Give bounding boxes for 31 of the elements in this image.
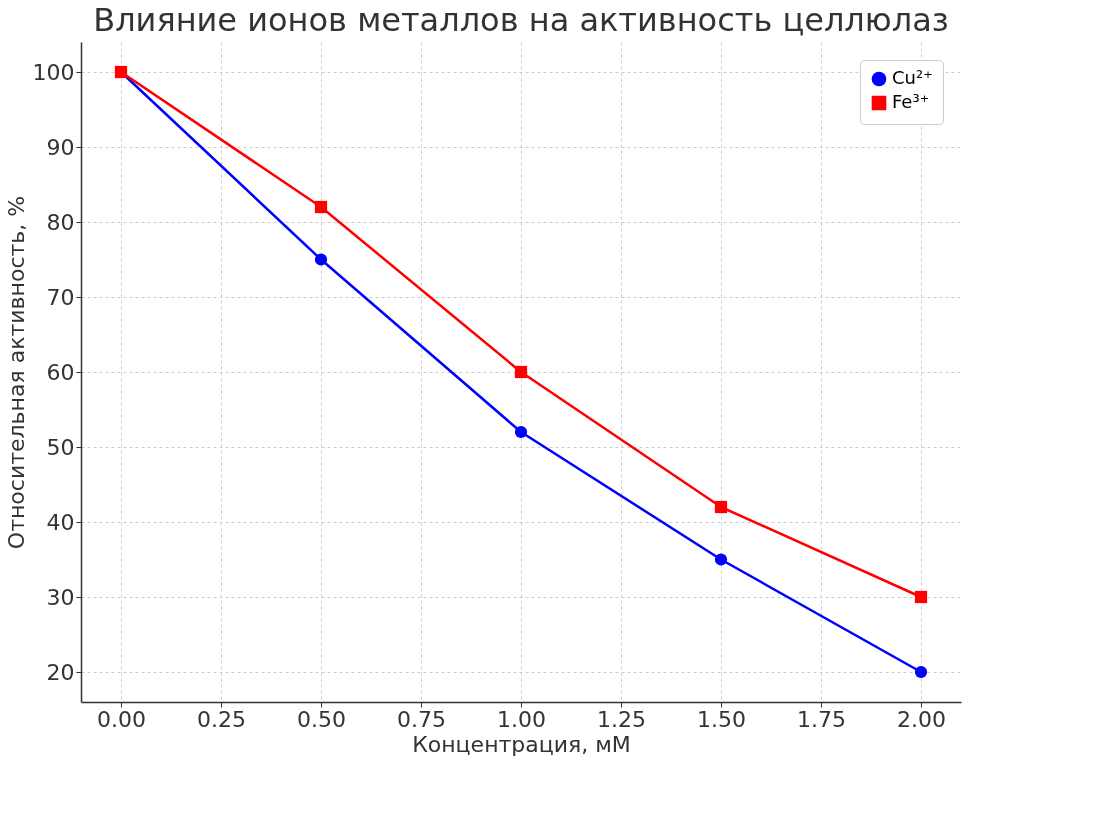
- x-tick-label: 1.75: [797, 706, 846, 732]
- point: [914, 665, 928, 679]
- x-tick-label: 0.25: [197, 706, 246, 732]
- x-tick-label: 2.00: [897, 706, 946, 732]
- x-tick-label: 1.50: [697, 706, 746, 732]
- chart-title: Влияние ионов металлов на активность целлюлаз: [93, 1, 949, 39]
- point: [714, 500, 728, 514]
- x-axis-title: Концентрация, мМ: [412, 731, 631, 757]
- point: [314, 253, 328, 266]
- y-tick-label: 50: [46, 434, 75, 460]
- y-tick-label: 90: [46, 134, 75, 160]
- y-tick-label: 40: [46, 509, 75, 535]
- y-tick-label: 80: [46, 209, 75, 235]
- y-tick-label: 30: [46, 584, 75, 610]
- y-tick-label: 60: [46, 359, 75, 385]
- x-tick-label: 0.00: [97, 706, 146, 732]
- y-tick-label: 70: [46, 284, 75, 310]
- y-axis-title: Относительная активность, %: [3, 195, 29, 550]
- y-tick-label: 100: [32, 59, 75, 85]
- x-tick-label: 0.75: [397, 706, 446, 732]
- legend-label: Cu²⁺: [892, 67, 933, 88]
- legend-label: Fe³⁺: [892, 91, 930, 112]
- x-tick-label: 0.50: [297, 706, 346, 732]
- x-tick-label: 1.25: [597, 706, 646, 732]
- y-tick-label: 20: [46, 659, 75, 685]
- point: [514, 365, 528, 379]
- x-tick-label: 1.00: [497, 706, 546, 732]
- point: [514, 425, 528, 439]
- point: [914, 590, 928, 604]
- point: [314, 200, 328, 214]
- point: [714, 553, 728, 566]
